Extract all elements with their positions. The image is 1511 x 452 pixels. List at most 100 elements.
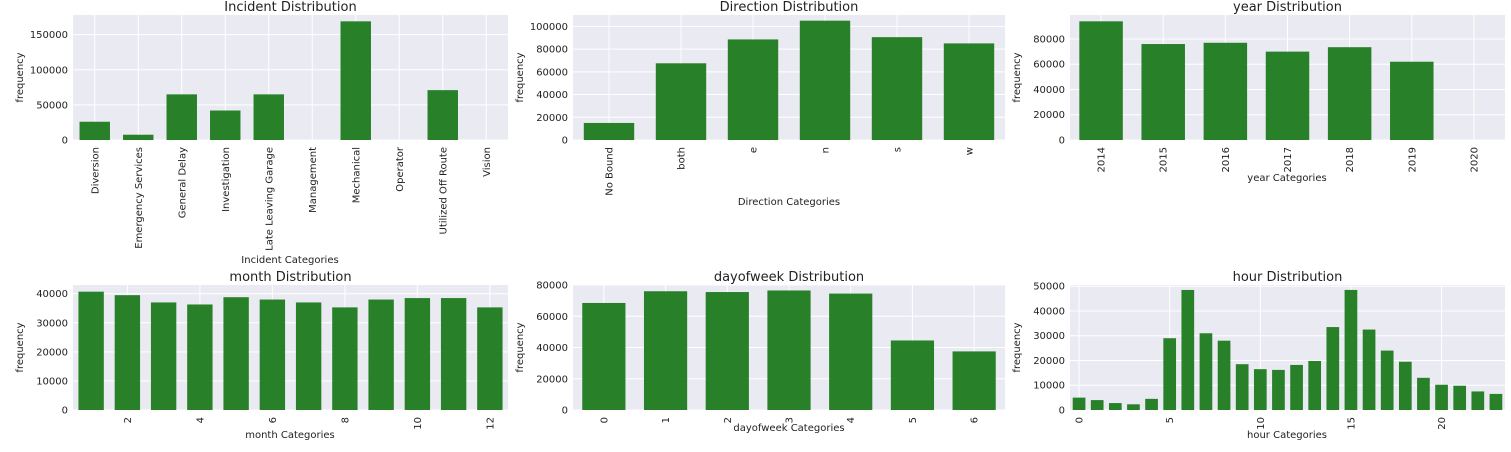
bar bbox=[1163, 338, 1177, 410]
bar bbox=[332, 307, 358, 410]
bar bbox=[368, 299, 394, 410]
x-tick-label: 1 bbox=[661, 417, 672, 423]
y-tick-label: 0 bbox=[1059, 136, 1065, 147]
chart-title: hour Distribution bbox=[1233, 270, 1343, 285]
bar bbox=[150, 302, 177, 410]
y-tick-label: 20000 bbox=[536, 113, 568, 124]
chart-panel: 0 10000 20000 30000 40000 2 4 6 8 10 12 month Distr… bbox=[15, 270, 508, 441]
y-tick-label: 40000 bbox=[1033, 85, 1065, 96]
bar bbox=[1199, 333, 1213, 410]
x-tick-label: 2017 bbox=[1283, 147, 1294, 172]
bar bbox=[1362, 329, 1376, 410]
bar bbox=[1435, 384, 1448, 410]
x-tick-label: both bbox=[677, 147, 688, 170]
chart-panel: 0 10000 20000 30000 40000 50000 0 5 10 15 20 hour D… bbox=[1012, 270, 1505, 441]
y-tick-label: 150000 bbox=[30, 30, 68, 41]
bar bbox=[1489, 393, 1503, 410]
x-tick-label: 20 bbox=[1437, 417, 1448, 430]
bar bbox=[1453, 385, 1467, 410]
x-axis-label: Incident Categories bbox=[241, 255, 338, 266]
x-axis-label: month Categories bbox=[245, 430, 335, 441]
x-tick-label: 10 bbox=[413, 417, 424, 430]
bar bbox=[1290, 364, 1303, 410]
y-tick-label: 40000 bbox=[36, 289, 68, 300]
bar bbox=[705, 292, 749, 410]
y-tick-label: 40000 bbox=[536, 90, 568, 101]
bar bbox=[1090, 400, 1104, 410]
chart-panel: 0 20000 40000 60000 80000 0 1 2 3 4 5 6 dayofweek Di… bbox=[515, 270, 1005, 434]
y-axis-label: frequency bbox=[1012, 322, 1023, 372]
y-tick-label: 0 bbox=[562, 406, 568, 417]
bar bbox=[1417, 377, 1430, 410]
x-tick-label: Vision bbox=[482, 147, 493, 177]
x-tick-label: 2014 bbox=[1097, 147, 1108, 172]
bar bbox=[643, 291, 688, 410]
chart-panel: 0 20000 40000 60000 80000 2014 2015 2016 2017 201… bbox=[1012, 0, 1505, 184]
y-tick-label: 0 bbox=[1059, 406, 1065, 417]
plot-area bbox=[573, 15, 1005, 140]
y-tick-label: 0 bbox=[62, 136, 68, 147]
bar bbox=[943, 43, 995, 141]
x-tick-label: 4 bbox=[846, 417, 857, 423]
bar bbox=[1308, 360, 1322, 410]
y-tick-label: 60000 bbox=[536, 312, 568, 323]
bar bbox=[1265, 51, 1310, 140]
x-tick-label: Diversion bbox=[90, 147, 101, 194]
x-tick-label: e bbox=[749, 147, 760, 153]
chart-title: Direction Distribution bbox=[720, 0, 859, 15]
bar bbox=[1141, 44, 1185, 140]
x-tick-label: 0 bbox=[599, 417, 610, 423]
x-tick-label: 2020 bbox=[1469, 147, 1480, 172]
bar bbox=[1235, 364, 1249, 410]
bar bbox=[1181, 289, 1195, 410]
x-axis-label: dayofweek Categories bbox=[733, 423, 844, 434]
x-axis-label: hour Categories bbox=[1247, 430, 1327, 441]
bar bbox=[1390, 61, 1434, 140]
chart-panel: 0 50000 100000 150000 Diversion Emergency Ser… bbox=[15, 0, 508, 266]
y-tick-label: 80000 bbox=[1033, 34, 1065, 45]
y-axis-label: frequency bbox=[515, 52, 526, 102]
y-tick-label: 100000 bbox=[530, 22, 568, 33]
x-tick-label: 2 bbox=[723, 417, 734, 423]
bar bbox=[477, 307, 503, 410]
x-tick-label: 6 bbox=[970, 417, 981, 423]
bar bbox=[79, 121, 110, 140]
bar bbox=[1108, 403, 1122, 410]
bar bbox=[1203, 42, 1248, 140]
y-axis-label: frequency bbox=[1012, 52, 1023, 102]
x-tick-label: 3 bbox=[785, 417, 796, 423]
bar bbox=[1272, 369, 1285, 410]
y-tick-label: 20000 bbox=[1033, 356, 1065, 367]
bar bbox=[295, 302, 322, 410]
bar bbox=[1398, 361, 1412, 410]
x-tick-label: Late Leaving Garage bbox=[264, 147, 275, 251]
plot-area bbox=[73, 285, 508, 410]
bar bbox=[890, 340, 935, 410]
bar bbox=[1344, 289, 1358, 410]
bar bbox=[727, 39, 779, 140]
bar bbox=[123, 134, 154, 140]
x-tick-label: 2 bbox=[123, 417, 134, 423]
bar bbox=[583, 122, 635, 140]
bar bbox=[799, 20, 851, 141]
y-axis-label: frequency bbox=[515, 322, 526, 372]
chart-title: month Distribution bbox=[229, 270, 351, 285]
y-tick-label: 40000 bbox=[1033, 306, 1065, 317]
y-axis-label: frequency bbox=[15, 52, 26, 102]
x-axis-label: year Categories bbox=[1247, 173, 1326, 184]
bar bbox=[1326, 327, 1340, 410]
y-tick-label: 50000 bbox=[1033, 282, 1065, 293]
plot-area bbox=[1070, 285, 1505, 410]
x-tick-label: 10 bbox=[1256, 417, 1267, 430]
bar bbox=[259, 299, 286, 410]
x-tick-label: 2016 bbox=[1221, 147, 1232, 172]
x-tick-label: Emergency Services bbox=[134, 147, 145, 249]
x-tick-label: Operator bbox=[395, 146, 406, 192]
y-tick-label: 20000 bbox=[36, 347, 68, 358]
x-tick-label: 8 bbox=[340, 417, 351, 423]
bar bbox=[1471, 391, 1485, 410]
x-tick-label: 12 bbox=[485, 417, 496, 430]
bar bbox=[1072, 397, 1086, 410]
x-tick-label: 5 bbox=[1165, 417, 1176, 423]
bar bbox=[582, 302, 626, 410]
